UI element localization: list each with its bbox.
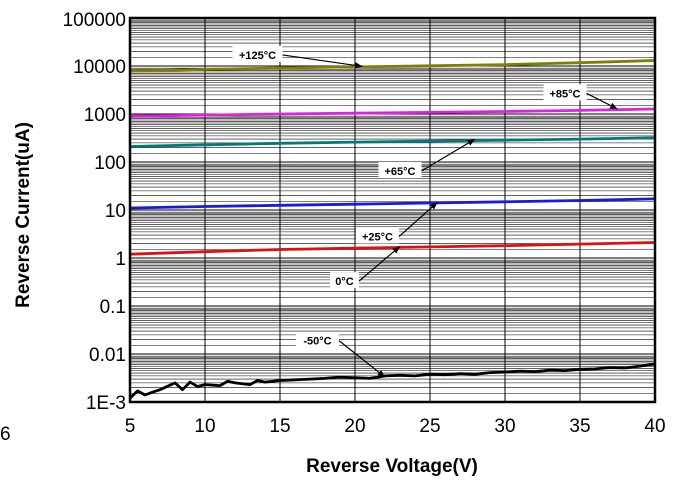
series-line [129, 136, 656, 148]
x-tick-label: 10 [194, 416, 215, 437]
annotation-box [232, 45, 283, 62]
annotation-arrowhead [429, 202, 438, 210]
series-line [129, 107, 656, 118]
left-edge-fragment: 6 [0, 424, 11, 445]
y-tick-label: 10000 [73, 57, 126, 78]
y-tick-label: 0.01 [89, 345, 126, 366]
x-tick-label: 15 [269, 416, 290, 437]
annotation-arrowhead [392, 246, 400, 254]
annotation-arrowhead [609, 102, 618, 110]
series-annotations: +125°C +85°C +65°C +25°C 0°C -50°C [232, 45, 618, 378]
annotation-box [296, 331, 339, 348]
y-axis-title: Reverse Current(uA) [13, 122, 34, 308]
annotation-leader [282, 54, 363, 68]
y-tick-label: 1 [115, 249, 126, 270]
annotation-arrowhead [354, 62, 363, 69]
annotation-box [356, 227, 399, 244]
y-tick-label: 1E-3 [86, 393, 126, 414]
x-tick-label: 20 [344, 416, 365, 437]
annotation-label: -50°C [303, 336, 331, 348]
annotation-box [543, 84, 587, 101]
series-line [129, 197, 656, 210]
annotation-leader [421, 138, 476, 172]
grid-lines [129, 18, 656, 403]
series-line [129, 241, 656, 256]
annotation-arrowhead [377, 370, 385, 378]
y-tick-labels: 100000 10000 1000 100 10 1 0.1 0.01 1E-3 [63, 10, 126, 414]
x-axis-title: Reverse Voltage(V) [306, 456, 478, 477]
annotation-leader [398, 201, 438, 237]
annotation-box [330, 272, 359, 289]
y-tick-label: 0.1 [100, 297, 126, 318]
x-tick-labels: 5 10 15 20 25 30 35 40 [125, 416, 666, 437]
annotation-label: 0°C [335, 276, 354, 288]
annotation-box [378, 161, 422, 178]
annotation-label: +85°C [549, 88, 580, 100]
series-lines [129, 59, 656, 400]
x-tick-label: 5 [125, 416, 136, 437]
x-tick-label: 25 [419, 416, 440, 437]
y-tick-label: 1000 [84, 105, 126, 126]
y-tick-label: 10 [105, 201, 126, 222]
x-tick-label: 35 [569, 416, 590, 437]
annotation-label: +125°C [239, 50, 276, 62]
annotation-label: +25°C [362, 232, 393, 244]
annotation-leader [338, 340, 386, 378]
x-tick-label: 40 [644, 416, 665, 437]
y-tick-label: 100000 [63, 10, 126, 31]
series-line [129, 362, 656, 400]
annotation-leader [358, 245, 401, 282]
plot-frame [128, 16, 657, 404]
x-tick-label: 30 [494, 416, 515, 437]
annotation-arrowhead [467, 139, 475, 146]
y-tick-label: 100 [94, 153, 126, 174]
series-line [129, 59, 656, 73]
annotation-label: +65°C [384, 166, 415, 178]
